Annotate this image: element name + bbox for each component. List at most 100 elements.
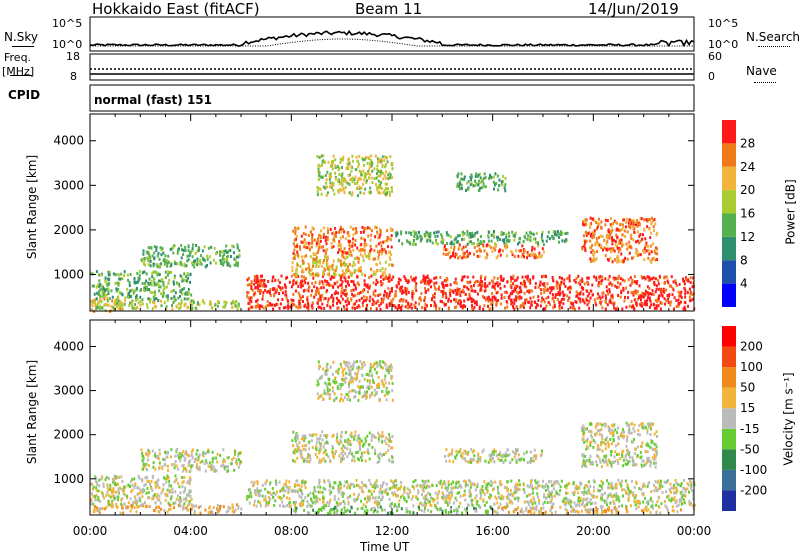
date-title: 14/Jun/2019 <box>588 0 679 18</box>
velocity-echo-region <box>292 505 493 515</box>
cpid-value: normal (fast) 151 <box>94 93 212 107</box>
colorbar-tick-label: -100 <box>740 463 767 477</box>
colorbar-segment <box>722 143 736 167</box>
y-tick-label: 3000 <box>53 178 84 192</box>
colorbar-segment <box>722 367 736 388</box>
noise-panel-frame <box>89 16 695 52</box>
nsearch-tick-low: 10^0 <box>708 38 739 51</box>
colorbar-segment <box>722 449 736 470</box>
power-heatmap-panel <box>89 113 736 313</box>
colorbar-segment <box>722 326 736 347</box>
power-echo-region <box>140 243 241 269</box>
nave-tick-high: 60 <box>708 50 722 63</box>
colorbar-segment <box>722 120 736 144</box>
colorbar-segment <box>722 213 736 237</box>
y-tick-label: 1000 <box>53 267 84 281</box>
colorbar-segment <box>722 387 736 409</box>
colorbar-tick-label: 200 <box>740 340 763 354</box>
cpid-panel-frame <box>89 84 695 112</box>
velocity-panel-frame <box>89 319 695 516</box>
beam-title: Beam 11 <box>355 0 423 18</box>
y-tick-label: 2000 <box>53 223 84 237</box>
y-tick-label: 3000 <box>53 384 84 398</box>
nsky-tick-low: 10^0 <box>52 38 83 51</box>
colorbar-segment <box>722 408 736 429</box>
y-tick-label: 4000 <box>53 134 84 148</box>
nsearch-legend-line <box>758 46 790 47</box>
nsky-trace <box>89 29 695 47</box>
velocity-heatmap-panel <box>89 319 736 516</box>
y-tick-label: 1000 <box>53 472 84 486</box>
colorbar-tick-label: 12 <box>740 230 755 244</box>
nsearch-trace <box>90 38 694 47</box>
colorbar-segment <box>722 260 736 284</box>
colorbar-segment <box>722 346 736 368</box>
velocity-echo-region <box>580 421 658 469</box>
freq-panel-frame <box>89 53 695 81</box>
nsearch-tick-high: 10^5 <box>708 17 739 30</box>
colorbar-tick-label: -50 <box>740 442 760 456</box>
velocity-echo-region <box>92 503 243 515</box>
x-axis-label: Time UT <box>360 540 410 554</box>
y-tick-label: 2000 <box>53 428 84 442</box>
colorbar-segment <box>722 490 736 511</box>
nsearch-label: N.Search <box>746 30 800 44</box>
power-echo-region <box>246 274 696 311</box>
nsky-legend-line <box>12 46 34 47</box>
power-echo-region <box>90 270 193 302</box>
power-echo-region <box>292 225 394 256</box>
freq-tick-low: 8 <box>70 70 77 83</box>
colorbar-segment <box>722 283 736 307</box>
x-tick-label: 00:00 <box>677 524 712 538</box>
x-tick-label: 00:00 <box>73 524 108 538</box>
colorbar-tick-label: 16 <box>740 207 755 221</box>
colorbar-tick-label: 8 <box>740 253 748 267</box>
freq-legend-line <box>10 75 32 76</box>
velocity-echo-region <box>90 474 193 507</box>
colorbar-tick-label: -15 <box>740 422 760 436</box>
nave-label: Nave <box>746 64 777 78</box>
velocity-echo-region <box>316 360 394 403</box>
x-tick-label: 16:00 <box>475 524 510 538</box>
nave-legend-line <box>754 82 776 83</box>
power-echo-region <box>394 230 569 247</box>
freq-unit: [MHz] <box>2 65 35 78</box>
freq-tick-high: 18 <box>66 50 80 63</box>
station-title: Hokkaido East (fitACF) <box>92 0 260 18</box>
power-echo-region <box>316 154 394 198</box>
power-echo-region <box>581 216 659 264</box>
colorbar-tick-label: 100 <box>740 360 763 374</box>
x-tick-label: 12:00 <box>375 524 410 538</box>
velocity-echo-region <box>246 478 696 509</box>
y-tick-label: 4000 <box>53 339 84 353</box>
x-tick-label: 20:00 <box>576 524 611 538</box>
colorbar-segment <box>722 469 736 491</box>
x-tick-label: 04:00 <box>173 524 208 538</box>
cpid-label: CPID <box>8 88 41 102</box>
colorbar-tick-label: 4 <box>740 277 748 291</box>
colorbar-segment <box>722 236 736 261</box>
colorbar-segment <box>722 166 736 191</box>
colorbar-tick-label: 20 <box>740 183 755 197</box>
nsky-tick-high: 10^5 <box>52 17 83 30</box>
colorbar-segment <box>722 190 736 214</box>
colorbar-tick-label: 15 <box>740 401 755 415</box>
velocity-echo-region <box>493 505 695 515</box>
velocity-echo-region <box>291 430 394 464</box>
colorbar-tick-label: 50 <box>740 381 755 395</box>
power-panel-frame <box>89 113 695 312</box>
nsky-label: N.Sky <box>4 30 39 44</box>
freq-label: Freq. <box>4 51 32 64</box>
velocity-echo-region <box>444 448 543 465</box>
colorbar-tick-label: 28 <box>740 136 755 150</box>
x-tick-label: 08:00 <box>274 524 309 538</box>
colorbar-tick-label: 24 <box>740 160 755 174</box>
power-echo-region <box>442 243 545 260</box>
colorbar-segment <box>722 428 736 450</box>
nave-tick-low: 0 <box>708 70 715 83</box>
colorbar-tick-label: -200 <box>740 483 767 497</box>
velocity-echo-region <box>140 448 243 473</box>
power-echo-region <box>456 172 507 193</box>
